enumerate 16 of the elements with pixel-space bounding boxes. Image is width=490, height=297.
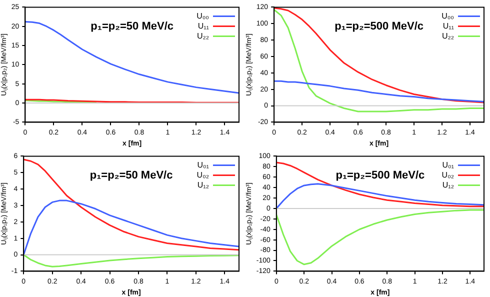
legend-label: U₀₁ bbox=[442, 160, 454, 170]
legend-label: U₀₂ bbox=[196, 170, 209, 180]
legend-label: U₁₂ bbox=[197, 180, 209, 190]
text: p₁=p₂=50 MeV/c bbox=[90, 170, 173, 182]
legend-label: U₂₂ bbox=[442, 31, 454, 40]
legend-label: U₁₂ bbox=[442, 180, 454, 190]
text: p₁=p₂=500 MeV/c bbox=[334, 20, 424, 33]
text: p₁=p₂=500 MeV/c bbox=[336, 170, 425, 182]
legend-label: U₂₂ bbox=[197, 31, 209, 40]
legend-label: U₀₁ bbox=[197, 160, 210, 170]
legend-label: U₀₀ bbox=[442, 11, 454, 20]
legend-label: U₁₁ bbox=[442, 21, 454, 30]
legend-label: U₀₀ bbox=[196, 11, 209, 20]
legend-label: U₀₂ bbox=[442, 170, 454, 180]
text: p₁=p₂=50 MeV/c bbox=[90, 20, 174, 33]
legend-label: U₁₁ bbox=[198, 21, 210, 30]
